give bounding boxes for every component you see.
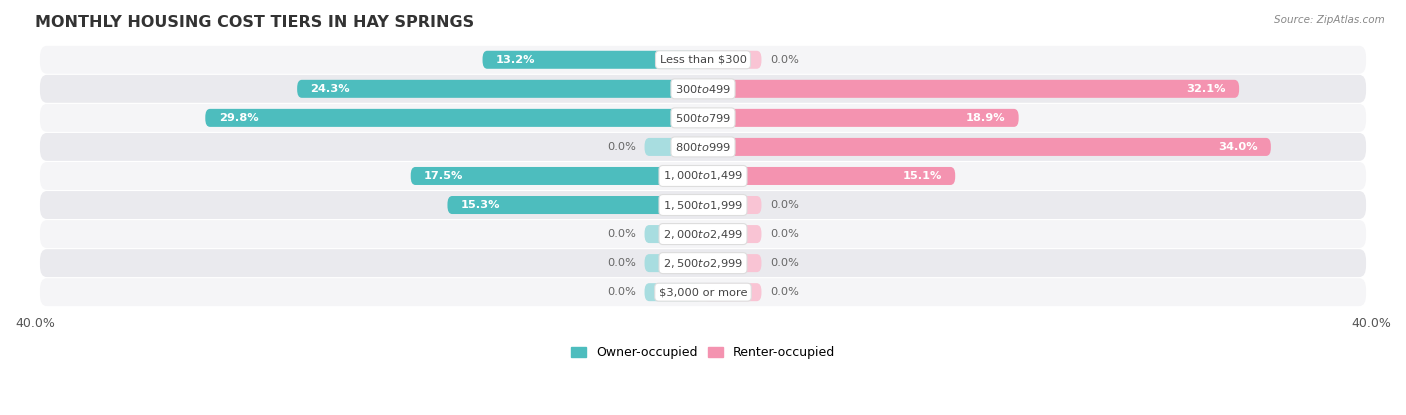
FancyBboxPatch shape [703,138,1271,156]
FancyBboxPatch shape [703,196,762,214]
FancyBboxPatch shape [447,196,703,214]
Text: $2,500 to $2,999: $2,500 to $2,999 [664,256,742,270]
Text: 0.0%: 0.0% [770,200,799,210]
FancyBboxPatch shape [39,220,1367,248]
FancyBboxPatch shape [703,225,762,243]
Text: $800 to $999: $800 to $999 [675,141,731,153]
Text: 24.3%: 24.3% [311,84,350,94]
FancyBboxPatch shape [39,249,1367,277]
Legend: Owner-occupied, Renter-occupied: Owner-occupied, Renter-occupied [567,341,839,364]
FancyBboxPatch shape [205,109,703,127]
Text: 17.5%: 17.5% [425,171,464,181]
Text: 34.0%: 34.0% [1218,142,1257,152]
FancyBboxPatch shape [39,75,1367,103]
Text: 0.0%: 0.0% [770,287,799,297]
Text: Less than $300: Less than $300 [659,55,747,65]
FancyBboxPatch shape [703,80,1239,98]
FancyBboxPatch shape [39,162,1367,190]
Text: 13.2%: 13.2% [496,55,536,65]
Text: $300 to $499: $300 to $499 [675,83,731,95]
Text: MONTHLY HOUSING COST TIERS IN HAY SPRINGS: MONTHLY HOUSING COST TIERS IN HAY SPRING… [35,15,474,30]
FancyBboxPatch shape [644,283,703,301]
Text: 29.8%: 29.8% [219,113,259,123]
Text: 32.1%: 32.1% [1187,84,1226,94]
Text: $3,000 or more: $3,000 or more [659,287,747,297]
Text: $1,500 to $1,999: $1,500 to $1,999 [664,198,742,212]
Text: $2,000 to $2,499: $2,000 to $2,499 [664,227,742,241]
Text: $1,000 to $1,499: $1,000 to $1,499 [664,169,742,183]
Text: 0.0%: 0.0% [770,258,799,268]
FancyBboxPatch shape [297,80,703,98]
Text: 15.1%: 15.1% [903,171,942,181]
Text: Source: ZipAtlas.com: Source: ZipAtlas.com [1274,15,1385,24]
FancyBboxPatch shape [703,283,762,301]
FancyBboxPatch shape [39,191,1367,219]
Text: 0.0%: 0.0% [607,142,636,152]
Text: 0.0%: 0.0% [770,55,799,65]
FancyBboxPatch shape [644,138,703,156]
FancyBboxPatch shape [39,278,1367,306]
FancyBboxPatch shape [703,254,762,272]
Text: 0.0%: 0.0% [607,287,636,297]
Text: 0.0%: 0.0% [607,229,636,239]
FancyBboxPatch shape [411,167,703,185]
FancyBboxPatch shape [644,254,703,272]
FancyBboxPatch shape [482,51,703,69]
Text: $500 to $799: $500 to $799 [675,112,731,124]
FancyBboxPatch shape [703,167,955,185]
FancyBboxPatch shape [703,109,1019,127]
Text: 18.9%: 18.9% [966,113,1005,123]
FancyBboxPatch shape [39,46,1367,74]
Text: 0.0%: 0.0% [607,258,636,268]
Text: 15.3%: 15.3% [461,200,501,210]
FancyBboxPatch shape [703,51,762,69]
FancyBboxPatch shape [39,104,1367,132]
FancyBboxPatch shape [39,133,1367,161]
Text: 0.0%: 0.0% [770,229,799,239]
FancyBboxPatch shape [644,225,703,243]
